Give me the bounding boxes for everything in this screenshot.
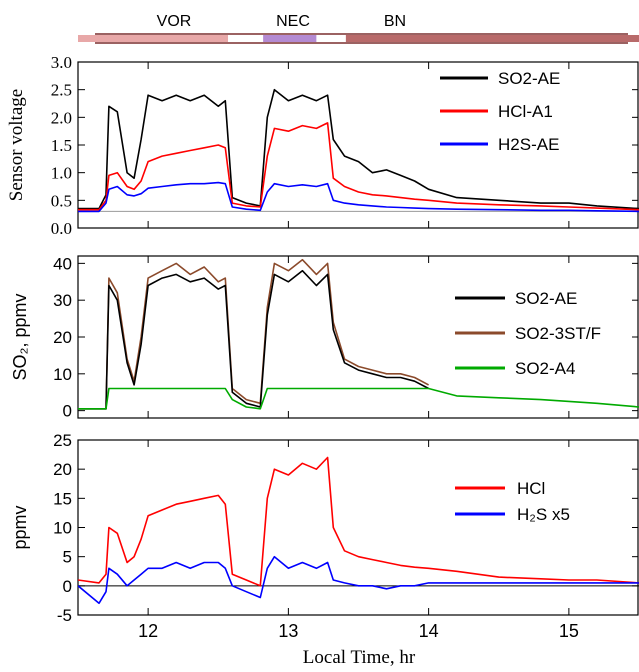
legend-label: SO2-A4 [515,359,575,378]
plot-frame [77,439,639,616]
y-tick-label: 3.0 [51,53,72,72]
series-line [78,269,429,410]
y-tick-label: 25 [53,431,72,450]
chart-panels: 0.0 0.5 1.0 1.5 2.0 2.5 3.0 Sensor voltage SO2-A… [6,53,639,641]
series-group [78,258,639,410]
y-tick-label: 2.0 [51,108,72,127]
region-segment [263,35,317,42]
y-tick-label: 10 [53,365,72,384]
x-tick-label: 15 [559,621,579,641]
region-segment [316,35,346,42]
legend-label: H2S-AE [498,135,559,154]
y-tick-label: 5 [63,548,72,567]
legend-label: SO2-3ST/F [515,324,601,343]
series-group [78,456,639,605]
series-group [78,88,639,213]
y-tick-label: 1.0 [51,164,72,183]
y-tick-label: 30 [53,291,72,310]
y-axis-title: Sensor voltage [6,89,27,201]
series-line [78,181,639,213]
series-line [78,387,639,410]
region-label: NEC [276,13,310,30]
y-tick-label: 20 [53,460,72,479]
region-label: VOR [157,13,192,30]
y-tick-label: 15 [53,489,72,508]
legend-label: HCl [517,479,545,498]
y-tick-label: 0 [63,577,72,596]
series-line [78,88,639,210]
y-tick-label: 2.5 [51,81,72,100]
y-tick-label: 20 [53,328,72,347]
x-tick-label: 13 [278,621,298,641]
y-tick-label: 0.0 [51,219,72,238]
y-tick-label: 40 [53,254,72,273]
y-axis-title: SO₂, ppmv [10,293,30,380]
y-tick-label: 0.5 [51,191,72,210]
legend-label: H₂S x5 [517,505,570,524]
y-tick-label: 10 [53,519,72,538]
legend-label: SO2-AE [515,289,577,308]
y-tick-label: 0 [63,402,72,421]
series-line [78,456,639,587]
region-label: BN [384,13,406,30]
legend-label: HCl-A1 [498,102,553,121]
chart-panel: 0 10 20 30 40 SO₂, ppmv SO2-AE SO2-3ST/F SO2-A4 [10,254,639,421]
chart-panel: -5 0 5 10 15 20 25 12 13 14 15 ppmv HCl H₂S x5 [10,431,639,641]
y-tick-label: -5 [57,606,72,625]
region-segment [78,35,229,42]
region-segment [228,35,264,42]
series-line [78,258,429,410]
region-bar: VOR NEC BN [78,13,639,44]
legend-label: SO2-AE [498,69,560,88]
x-tick-label: 14 [419,621,439,641]
x-tick-label: 12 [138,621,158,641]
chart-panel: 0.0 0.5 1.0 1.5 2.0 2.5 3.0 Sensor voltage SO2-A… [6,53,639,238]
x-axis-title: Local Time, hr [303,647,416,668]
series-line [78,555,639,605]
region-segment [345,35,639,42]
y-axis-title: ppmv [10,505,30,549]
series-line [78,122,639,211]
y-tick-label: 1.5 [51,136,72,155]
